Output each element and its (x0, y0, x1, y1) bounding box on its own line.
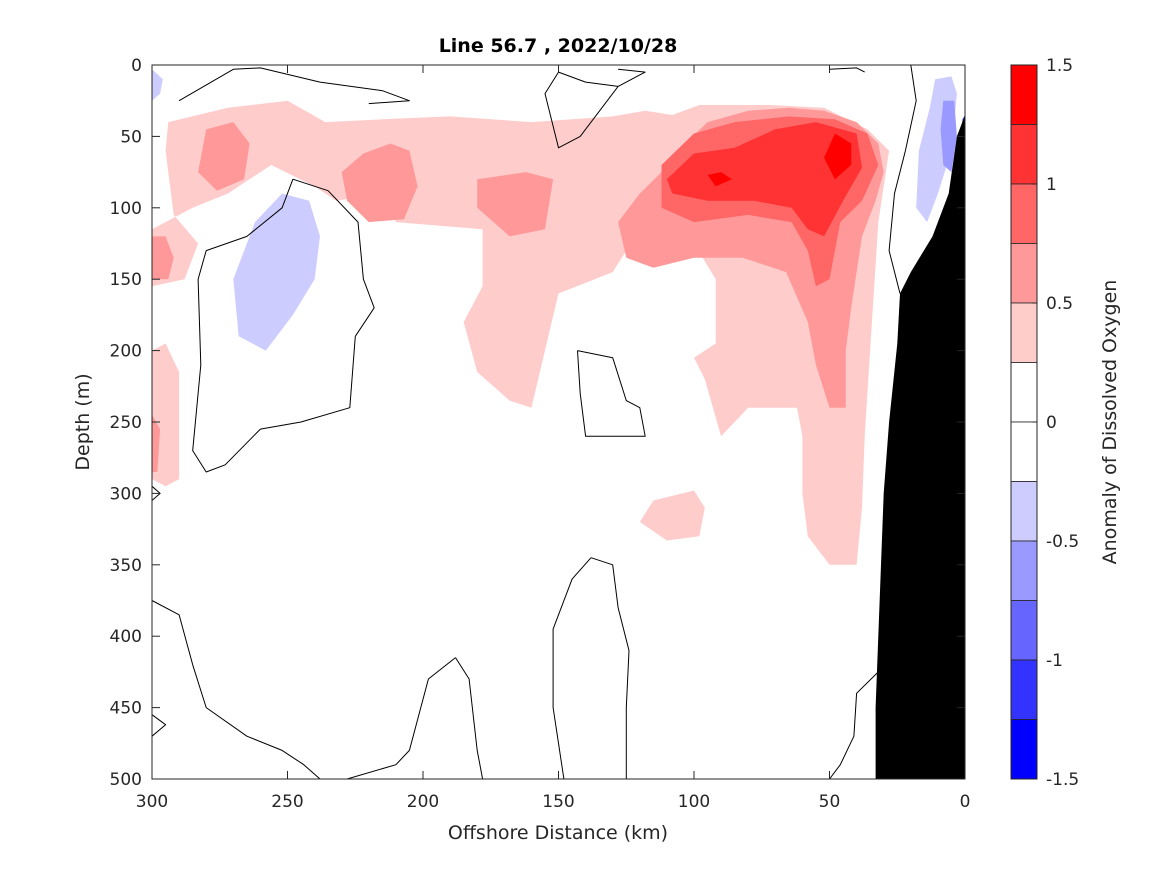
zero-contour-line-7 (552, 557, 592, 779)
colorbar-level-5 (1010, 362, 1038, 423)
colorbar-level-1 (1010, 124, 1038, 185)
colorbar-tick-label: -0.5 (1046, 532, 1079, 552)
zero-contour-line-9 (455, 657, 484, 779)
zero-contour-line-14 (829, 671, 879, 779)
contour-region-neg-band-0.25-a (233, 193, 320, 351)
land-layer (875, 115, 965, 779)
contour-region-pos-band-0.5-b (341, 143, 418, 223)
contour-region-neg-band-0.25-c (152, 69, 163, 101)
colorbar-tick-label: 1 (1046, 175, 1057, 195)
x-tick-label: 250 (271, 792, 303, 812)
contour-region-pos-band-0.5-a (198, 122, 250, 191)
y-tick-label: 300 (110, 484, 142, 504)
contour-region-pos-band-1.25-b (824, 133, 852, 180)
zero-contour-line-2 (544, 71, 619, 149)
colorbar-level-6 (1010, 421, 1038, 482)
zero-contour-line-5 (192, 178, 375, 473)
colorbar-label: Anomaly of Dissolved Oxygen (1099, 280, 1121, 565)
contour-region-pos-band-1.0 (666, 122, 862, 237)
contour-region-neg-band-0.5 (940, 100, 957, 173)
y-tick-label: 200 (110, 342, 142, 362)
colorbar-tick-label: 0.5 (1046, 294, 1073, 314)
y-tick-label: 100 (110, 199, 142, 219)
zero-contour-line-10 (346, 657, 456, 779)
colorbar-level-4 (1010, 302, 1038, 363)
y-tick-label: 350 (110, 556, 142, 576)
y-tick-label: 400 (110, 627, 142, 647)
y-axis-label: Depth (m) (72, 373, 94, 470)
x-axis-label: Offshore Distance (km) (448, 822, 668, 844)
x-axis: 300 250 200 150 100 50 0 (136, 65, 971, 812)
colorbar-ticks: 1.5 1 0.5 0 -0.5 -1 -1.5 (1032, 56, 1079, 790)
x-tick-label: 50 (819, 792, 841, 812)
zero-contour-line-11 (152, 600, 321, 779)
colorbar-level-0 (1010, 64, 1038, 125)
x-tick-label: 300 (136, 792, 168, 812)
contour-region-pos-band-0.5-c (477, 172, 554, 237)
zero-contour-line-4 (888, 65, 917, 294)
zero-contour-line-6 (577, 350, 646, 437)
contour-region-pos-band-0.25-small (639, 490, 705, 541)
colorbar-tick-label: -1.5 (1046, 770, 1079, 790)
colorbar-level-3 (1010, 243, 1038, 304)
contour-region-pos-band-0.25-left-lower (152, 343, 180, 487)
y-tick-label: 250 (110, 413, 142, 433)
zero-contour-line-8 (590, 557, 630, 779)
y-tick-label: 150 (110, 270, 142, 290)
y-tick-label: 0 (131, 56, 142, 76)
colorbar-level-7 (1010, 481, 1038, 542)
colorbar-level-9 (1010, 600, 1038, 661)
colorbar-tick-label: 0 (1046, 413, 1057, 433)
x-tick-label: 150 (542, 792, 574, 812)
x-tick-label: 200 (407, 792, 439, 812)
colorbar-level-10 (1010, 659, 1038, 720)
zero-contour-line-3 (829, 67, 865, 73)
colorbar-level-8 (1010, 540, 1038, 601)
y-axis: 0 50 100 150 200 250 300 350 400 450 500 (110, 56, 965, 790)
colorbar-tick-label: 1.5 (1046, 56, 1073, 76)
contour-region-pos-band-0.5-e (152, 414, 161, 472)
zero-contour-line-12 (152, 714, 167, 737)
colorbar-level-11 (1010, 719, 1038, 780)
colorbar-level-2 (1010, 183, 1038, 244)
colorbar-levels (1010, 64, 1038, 780)
contour-region-pos-band-1.25 (707, 172, 732, 187)
zero-contour-layer (152, 65, 917, 779)
zero-contour-line-13 (152, 485, 161, 501)
zero-contour-line-0 (178, 67, 410, 105)
x-tick-label: 0 (960, 792, 971, 812)
y-tick-label: 50 (120, 127, 142, 147)
colorbar: 1.5 1 0.5 0 -0.5 -1 -1.5 (1010, 56, 1079, 790)
plot-area: 300 250 200 150 100 50 0 050100150200250300350… (110, 56, 971, 812)
colorbar-tick-label: -1 (1046, 651, 1063, 671)
contour-region-pos-band-0.5-d (152, 236, 174, 280)
y-tick-label: 450 (110, 699, 142, 719)
land-mask (875, 115, 965, 779)
contour-fill-layer (152, 69, 965, 565)
chart-title: Line 56.7 , 2022/10/28 (439, 35, 678, 57)
y-tick-label: 500 (110, 770, 142, 790)
x-tick-label: 100 (678, 792, 710, 812)
